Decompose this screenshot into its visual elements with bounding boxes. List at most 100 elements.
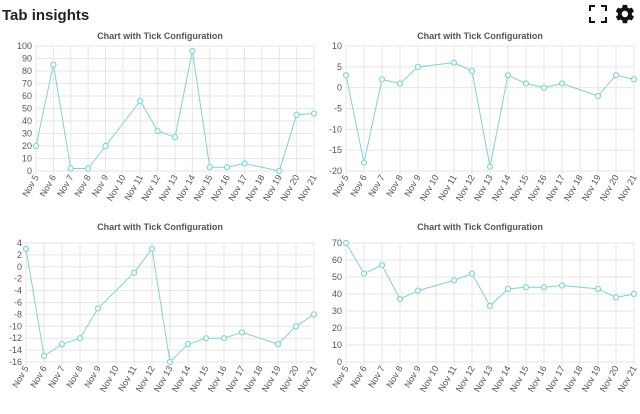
chart-4-y-tick: 0 [337,357,342,367]
chart-4-point[interactable] [414,287,422,294]
chart-4-x-tick: Nov 8 [384,364,404,389]
chart-4-x-tick: Nov 7 [366,364,386,389]
chart-2-point[interactable] [504,72,512,79]
chart-4-point[interactable] [396,296,404,303]
chart-2-point[interactable] [486,163,494,170]
chart-4-point[interactable] [558,282,566,289]
chart-4-y-tick: 20 [332,323,342,333]
chart-3-point[interactable] [40,352,48,360]
chart-4-svg: Chart with Tick Configuration 0 10 20 30 40 50… [330,222,638,394]
chart-2-point[interactable] [594,92,602,100]
chart-1-x-tick: Nov 7 [55,173,75,198]
chart-3-point[interactable] [94,305,102,312]
chart-2-point[interactable] [342,72,350,79]
chart-4-y-tick: 50 [332,272,342,282]
chart-1-point[interactable] [241,160,248,167]
chart-4-x-tick: Nov 5 [330,364,350,389]
chart-3: Chart with Tick Configuration -16 -14 -12 -1… [0,214,320,414]
fullscreen-icon[interactable] [587,3,609,25]
chart-3-y-tick: -4 [14,286,22,296]
chart-4-point[interactable] [468,270,476,277]
chart-1-x-tick: Nov 8 [72,173,92,198]
chart-2-point[interactable] [522,80,530,87]
chart-4-point[interactable] [540,284,548,291]
chart-3-point[interactable] [220,335,228,342]
chart-3-point[interactable] [22,245,30,253]
chart-2-point[interactable] [396,80,404,87]
chart-1-y-tick: 100 [17,41,32,51]
chart-2-point[interactable] [378,76,386,83]
chart-4-x-tick: Nov 6 [348,364,368,389]
chart-4-point[interactable] [630,290,638,298]
chart-2-point[interactable] [558,80,566,87]
chart-4-y-tick: 40 [332,289,342,299]
chart-2-point[interactable] [630,76,638,83]
chart-1-point[interactable] [293,111,300,118]
chart-1-point[interactable] [171,134,179,141]
chart-3-x-tick: Nov 5 [10,364,30,389]
chart-2-y-tick: 5 [337,62,342,72]
chart-4-point[interactable] [612,294,620,301]
chart-3-point[interactable] [202,335,210,342]
chart-2-y-tick: -10 [329,124,342,134]
chart-3-x-tick: Nov 8 [64,364,84,389]
chart-1-point[interactable] [189,47,196,55]
chart-1-title: Chart with Tick Configuration [97,31,223,41]
chart-3-point[interactable] [184,341,192,348]
chart-3-point[interactable] [292,323,300,330]
chart-4-point[interactable] [360,270,368,277]
chart-1-point[interactable] [85,165,92,172]
chart-1-point[interactable] [154,127,161,135]
chart-1-point[interactable] [310,110,318,117]
chart-3-y-tick: 2 [17,250,22,260]
chart-4-point[interactable] [486,302,494,310]
chart-1-point[interactable] [50,61,57,68]
chart-2-point[interactable] [468,67,476,75]
chart-4-title: Chart with Tick Configuration [417,222,543,232]
chart-2-point[interactable] [540,84,548,91]
chart-4-point[interactable] [504,285,512,293]
chart-4-point[interactable] [378,262,386,269]
chart-2-y-tick: -15 [329,145,342,155]
chart-3-point[interactable] [274,341,282,348]
chart-2-y-tick: 10 [332,41,342,51]
chart-4-y-tick: 70 [332,238,342,248]
chart-3-x-tick: Nov 7 [46,364,66,389]
chart-1-point[interactable] [67,165,74,172]
chart-1-point[interactable] [276,167,283,175]
chart-1-point[interactable] [224,164,231,171]
chart-3-point[interactable] [310,311,318,318]
chart-4: Chart with Tick Configuration 0 10 20 30 40 50… [320,214,640,414]
chart-3-x-tick: Nov 6 [28,364,48,389]
chart-3-title: Chart with Tick Configuration [97,222,223,232]
chart-1: Chart with Tick Configuration 0 10 20 30 40 50… [0,30,320,230]
chart-2-point[interactable] [612,72,620,79]
chart-3-y-tick: 4 [17,238,22,248]
chart-1-y-tick: 10 [22,154,32,164]
chart-1-y-tick: 50 [22,104,32,114]
chart-3-point[interactable] [76,335,84,342]
chart-2-point[interactable] [450,59,458,66]
chart-3-point[interactable] [148,245,156,253]
chart-2-point[interactable] [414,63,422,70]
chart-3-point[interactable] [58,341,66,348]
chart-4-point[interactable] [450,277,458,284]
chart-1-point[interactable] [137,97,144,105]
chart-3-point[interactable] [130,269,138,276]
chart-3-y-tick: -8 [14,309,22,319]
chart-1-y-tick: 30 [22,129,32,139]
chart-4-point[interactable] [594,285,602,293]
chart-2-point[interactable] [360,159,368,166]
chart-2-x-tick: Nov 8 [384,173,404,198]
gear-icon[interactable] [614,3,636,25]
chart-4-point[interactable] [342,239,350,247]
chart-4-point[interactable] [522,284,530,291]
chart-1-point[interactable] [102,142,109,150]
chart-3-point[interactable] [238,329,246,336]
chart-2-y-tick: -20 [329,166,342,176]
chart-1-point[interactable] [206,164,213,171]
chart-3-point[interactable] [166,358,174,366]
chart-2-x-tick: Nov 7 [366,173,386,198]
chart-2: Chart with Tick Configuration -20 -15 -10 -5… [320,30,640,230]
chart-1-point[interactable] [32,142,40,150]
